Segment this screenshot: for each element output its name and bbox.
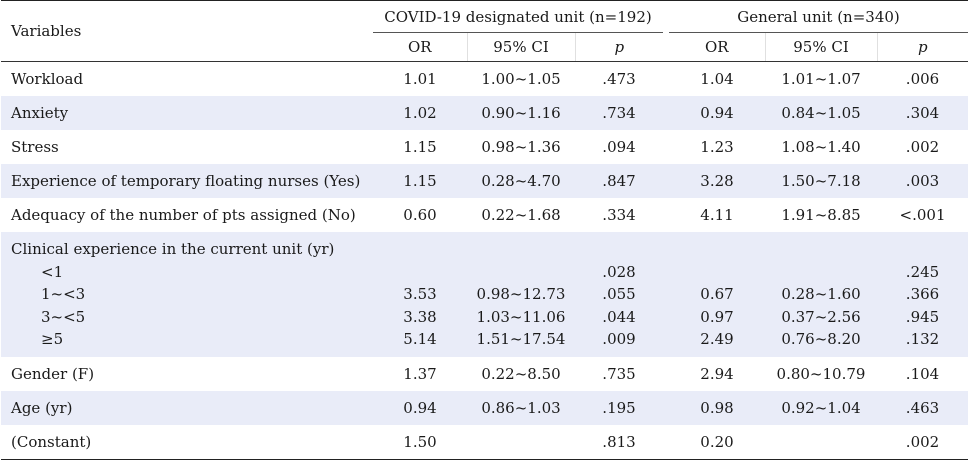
table-row: Age (yr) 0.94 0.86~1.03 .195 0.98 0.92~1… (1, 390, 968, 425)
table-row: Adequacy of the number of pts assigned (… (11, 206, 946, 224)
table-row: Gender (F) 1.37 0.22~8.50 .735 2.94 0.80… (11, 364, 940, 383)
p-header-1: p (574, 32, 663, 62)
table-row: Experience of temporary floating nurses … (1, 164, 968, 198)
ci-header-2: 95% CI (764, 32, 877, 62)
subheader-row: OR 95% CI p OR 95% CI p (1, 32, 968, 62)
table-row: Anxiety 1.02 0.90~1.16 .734 0.94 0.84~1.… (1, 96, 968, 130)
general-unit-header: General unit (n=340) (669, 0, 968, 33)
or-header-2: OR (669, 32, 765, 62)
covid-unit-header: COVID-19 designated unit (n=192) (373, 0, 663, 33)
ci-header-1: 95% CI (466, 32, 575, 62)
or-header-1: OR (373, 32, 467, 62)
table-row-clinical-experience: Clinical experience in the current unit … (1, 232, 968, 357)
table-row: Workload 1.01 1.00~1.05 .473 1.04 1.01~1… (11, 70, 940, 88)
p-header-2: p (876, 32, 968, 62)
variables-header: Variables (1, 0, 373, 62)
table-row: (Constant) 1.50 .813 0.20 .002 (1, 424, 968, 460)
header-row: Variables COVID-19 designated unit (n=19… (1, 0, 968, 62)
table-row: Stress 1.15 0.98~1.36 .094 1.23 1.08~1.4… (11, 138, 940, 156)
